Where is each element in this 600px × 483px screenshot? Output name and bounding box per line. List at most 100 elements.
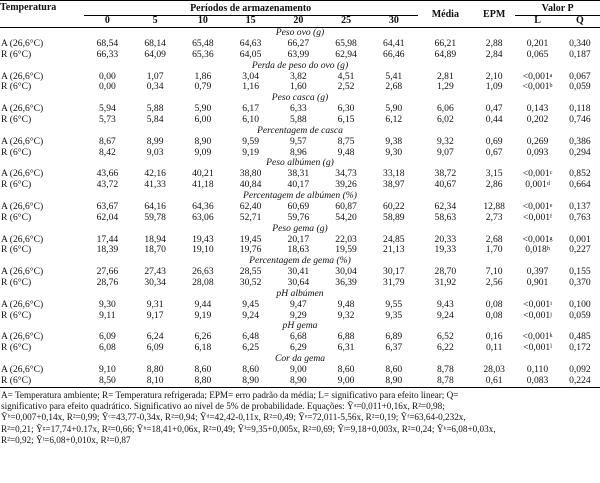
period-value: 64,41 [383,38,405,49]
period-value: 8,90 [194,135,212,147]
linear-pvalue: <0,001 [522,233,550,245]
period-value: 63,06 [192,211,214,223]
period-value: 6,25 [242,342,259,354]
table-row: A (26,6°C) 63,67 64,16 64,36 62,40 60,69 60,87… [0,200,600,213]
period-value: 6,88 [337,331,355,343]
linear-pvalue-cell: <0,001j [515,310,559,322]
linear-pvalue-cell: <0,001b [515,81,559,93]
period-value: 22,03 [335,233,357,245]
row-label: A (26,6°C) [1,233,44,245]
mean-value: 6,22 [436,342,454,354]
row-label: A (26,6°C) [1,200,44,212]
mean-value: 6,02 [436,113,454,125]
period-value: 64,63 [239,38,262,49]
period-value: 40,17 [287,179,310,191]
section-title: Percentagem de casca [257,124,343,136]
epm-value: 0,69 [485,135,503,147]
period-value: 40,21 [192,168,214,180]
period-value: 6,31 [337,342,355,354]
epm-value: 0,61 [485,374,503,386]
period-value: 6,24 [146,331,164,343]
period-value: 9,10 [99,363,116,375]
section-title-row: Peso ovo (g) [0,27,600,40]
period-value: 9,32 [337,309,355,321]
epm-value: 0,08 [485,298,503,310]
period-value: 9,44 [194,298,212,310]
period-value: 9,24 [242,309,259,321]
mean-value: 9,43 [436,298,454,310]
mean-value: 2,81 [436,70,454,82]
table-row: A (26,6°C) 9,30 9,31 9,44 9,45 9,47 9,48 9,55 9,… [0,298,600,311]
period-value: 9,48 [337,298,355,310]
period-value: 9,30 [385,146,403,158]
period-value: 9,35 [385,309,403,321]
linear-pvalue: 0,065 [526,48,549,60]
epm-value: 0,67 [485,146,503,158]
row-label: R (6°C) [1,179,32,191]
table-row: A (26,6°C) 17,44 18,94 19,43 19,45 20,17 22,03… [0,233,600,246]
period-value: 5,88 [289,113,307,125]
section-title: Cor da gema [274,353,326,365]
quadratic-pvalue: 0,059 [569,309,591,321]
period-value: 31,79 [383,276,405,288]
period-value: 9,30 [99,298,116,310]
period-value: 5,73 [99,113,116,125]
period-value: 27,66 [96,266,119,278]
epm-value: 0,44 [485,113,503,125]
row-label: A (26,6°C) [1,266,44,278]
period-value: 2,68 [385,81,403,93]
period-value: 38,80 [239,168,262,180]
mean-value: 64,89 [434,48,457,60]
linear-pvalue: <0,001 [523,342,551,354]
period-value: 5,90 [385,103,403,115]
epm-value: 2,68 [485,233,503,245]
linear-pvalue: 0,201 [526,38,549,49]
quadratic-pvalue: 0,485 [569,331,591,343]
section-title: Percentagem de gema (%) [249,255,351,267]
period-value: 8,10 [146,374,164,386]
section-title-row: Perda de peso do ovo (g) [0,60,600,72]
linear-pvalue-cell: <0,001a [515,71,559,83]
linear-pvalue: <0,001 [522,331,550,343]
period-value: 5,90 [194,103,212,115]
period-value: 6,89 [385,331,403,343]
quadratic-pvalue: 0,172 [569,342,591,354]
period-value: 9,00 [289,363,307,375]
mean-header: Média [431,8,459,20]
period-value: 52,71 [239,211,262,223]
period-value: 64,05 [239,48,262,60]
period-value: 9,19 [194,309,212,321]
period-value: 30,04 [335,266,357,278]
epm-value: 28,03 [483,363,505,375]
mean-value: 66,21 [434,38,457,49]
period-value: 33,18 [383,168,405,180]
table-row: R (6°C) 62,04 59,78 63,06 52,71 59,76 54,20 58,… [0,211,600,224]
period-value: 8,50 [99,374,116,386]
table-row: A (26,6°C) 8,67 8,99 8,90 9,59 9,57 8,75 9,38 9,… [0,135,600,148]
row-label: A (26,6°C) [1,38,44,49]
period-value: 6,08 [99,342,116,354]
linear-pvalue: <0,001 [522,200,550,212]
row-label: R (6°C) [1,342,32,354]
day-header: 20 [293,15,304,27]
linear-pvalue-cell: 0,901 [515,277,559,289]
section-title-row: Peso albúmen (g) [0,158,600,169]
period-value: 63,99 [287,48,310,60]
equation-superscript: c [549,170,553,177]
epm-value: 3,15 [485,168,503,180]
period-value: 0,79 [194,81,212,93]
period-value: 63,67 [96,200,119,212]
section-title: Peso albúmen (g) [266,157,334,169]
period-value: 40,84 [239,179,262,191]
period-value: 17,44 [96,233,119,245]
period-value: 6,37 [385,342,403,354]
epm-value: 2,56 [485,276,503,288]
epm-value: 0,08 [485,309,503,321]
table-row: A (26,6°C) 43,66 42,16 40,21 38,80 38,31 34,73… [0,168,600,180]
period-value: 9,00 [337,374,355,386]
periods-header: Períodos de armazenamento [83,0,418,16]
period-value: 6,00 [194,113,212,125]
equation-superscript: i [550,300,552,307]
mean-value: 31,92 [434,276,457,288]
linear-pvalue: 0,202 [526,113,549,125]
